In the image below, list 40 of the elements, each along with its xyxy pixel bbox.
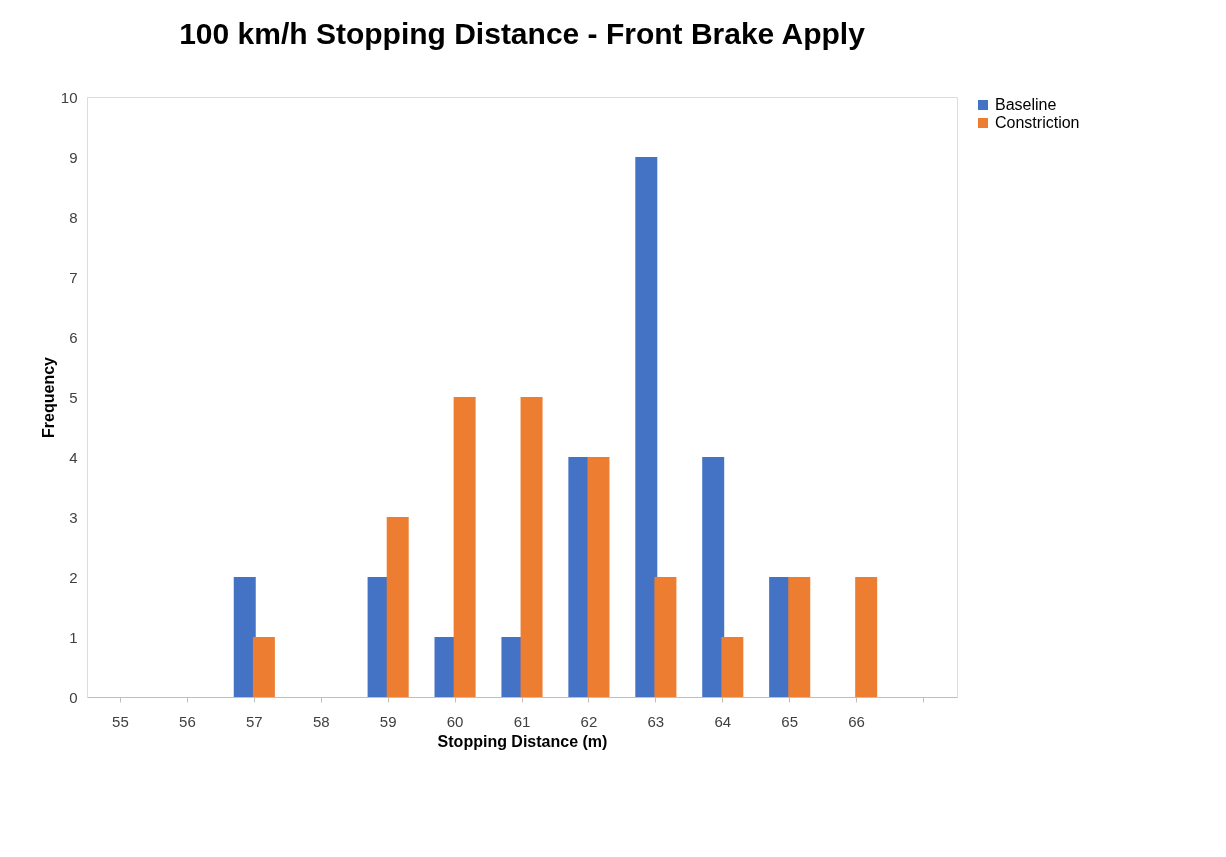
y-tick-label: 8: [69, 208, 78, 226]
x-tick-label: 66: [848, 712, 865, 730]
bar: [520, 397, 543, 697]
x-tick-label: 57: [245, 712, 263, 730]
y-tick-label: 1: [69, 628, 78, 646]
x-tick-label: 59: [379, 712, 397, 730]
y-tick-label: 3: [69, 508, 78, 526]
x-axis-title: Stopping Distance (m): [437, 732, 608, 750]
legend-label: Constriction: [995, 114, 1080, 131]
bar: [453, 397, 476, 697]
x-tick-label: 55: [112, 712, 129, 730]
x-tick-label: 64: [714, 712, 732, 730]
bar: [721, 637, 744, 697]
bar: [635, 157, 658, 697]
bar: [654, 577, 677, 697]
bar: [252, 637, 275, 697]
bar: [386, 517, 409, 697]
x-tick-label: 61: [513, 712, 531, 730]
x-tick-label: 58: [312, 712, 330, 730]
y-tick-label: 7: [69, 268, 78, 286]
y-tick-label: 5: [69, 388, 78, 406]
x-tick-label: 56: [179, 712, 196, 730]
y-axis-title: Frequency: [39, 356, 57, 438]
bar: [788, 577, 811, 697]
bar: [233, 577, 256, 697]
x-tick-label: 63: [647, 712, 665, 730]
chart-title: 100 km/h Stopping Distance - Front Brake Apply: [179, 17, 866, 50]
y-tick-label: 2: [69, 568, 78, 586]
bar: [587, 457, 610, 697]
y-tick-label: 0: [69, 688, 78, 706]
legend-label: Baseline: [995, 96, 1057, 113]
bar: [702, 457, 725, 697]
x-tick-label: 65: [781, 712, 799, 730]
y-tick-label: 6: [69, 328, 78, 346]
y-tick-label: 4: [69, 448, 78, 466]
bar: [855, 577, 878, 697]
x-tick-label: 62: [580, 712, 598, 730]
y-tick-label: 10: [60, 88, 78, 106]
x-tick-label: 60: [446, 712, 464, 730]
y-tick-label: 9: [69, 148, 78, 166]
